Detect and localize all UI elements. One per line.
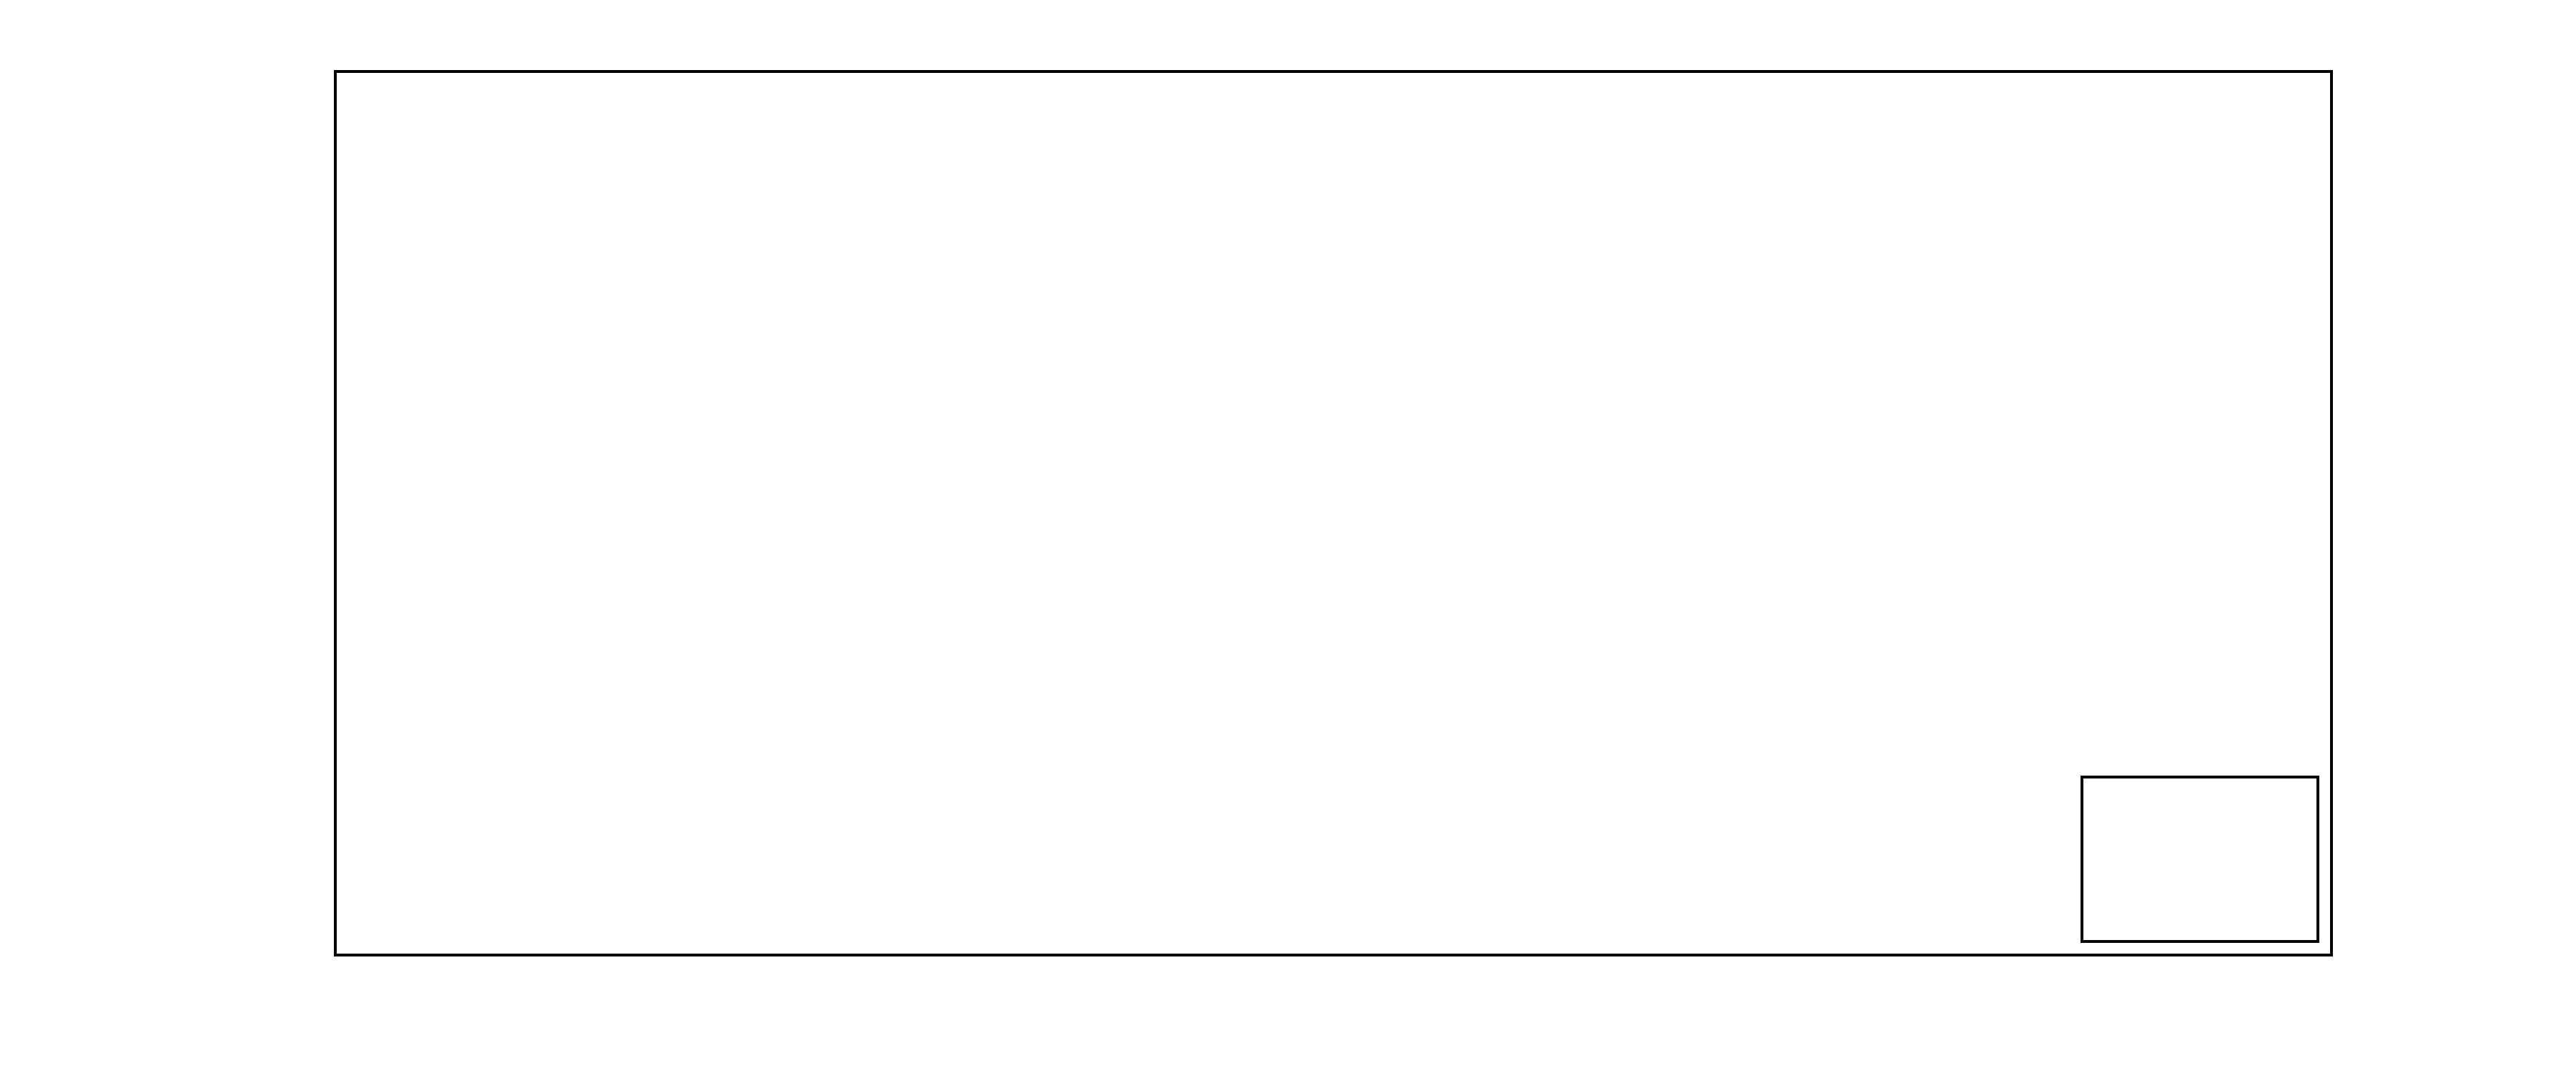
legend-box [2081,776,2319,943]
legend [2081,776,2319,943]
plot-border [334,70,2333,956]
